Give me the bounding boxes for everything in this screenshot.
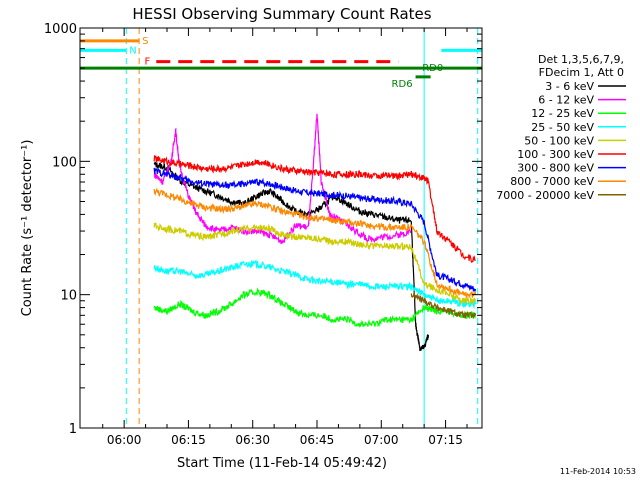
flag-label-1: N — [129, 45, 136, 56]
legend-label-3: 25 - 50 keV — [531, 121, 594, 134]
y-tick-label-1: 10 — [60, 289, 77, 304]
series-line-6 — [153, 167, 477, 294]
y-tick-label-2: 100 — [52, 155, 77, 170]
flag-label-3: RD0 — [422, 63, 443, 74]
y-tick-label-3: 1000 — [44, 22, 77, 37]
series-line-5 — [153, 155, 476, 264]
x-tick-label-2: 06:30 — [235, 433, 270, 447]
series-line-0 — [153, 161, 429, 352]
plot-frame — [79, 27, 483, 429]
plot-marks: SNF RD0 RD6 — [79, 28, 482, 428]
series-line-1 — [153, 113, 412, 245]
chart-title: HESSI Observing Summary Count Rates — [132, 5, 431, 23]
legend-header-line-1: Det 1,3,5,6,7,9, — [538, 53, 624, 66]
legend-label-5: 100 - 300 keV — [517, 148, 594, 161]
y-tick-label-0: 1 — [69, 422, 77, 437]
legend-label-1: 6 - 12 keV — [538, 94, 594, 107]
series-line-8 — [410, 290, 477, 319]
x-tick-label-3: 06:45 — [300, 433, 335, 447]
legend-header-line-2: FDecim 1, Att 0 — [539, 66, 624, 79]
legend: Det 1,3,5,6,7,9, FDecim 1, Att 0 3 - 6 k… — [496, 53, 626, 202]
x-tick-label-5: 07:15 — [428, 433, 463, 447]
x-axis-label: Start Time (11-Feb-14 05:49:42) — [177, 456, 387, 471]
x-tick-label-0: 06:00 — [107, 433, 142, 447]
timestamp: 11-Feb-2014 10:53 — [560, 467, 636, 476]
series-line-3 — [153, 259, 477, 310]
x-tick-label-1: 06:15 — [171, 433, 206, 447]
axes: 06:00 06:15 06:30 06:45 07:00 07:15 1 10 100 1000 — [44, 22, 482, 447]
legend-label-7: 800 - 7000 keV — [510, 175, 594, 188]
flag-label-4: RD6 — [392, 79, 413, 90]
legend-label-6: 300 - 800 keV — [517, 162, 594, 175]
legend-label-0: 3 - 6 keV — [545, 80, 594, 93]
flag-label-0: S — [142, 36, 148, 47]
y-axis-label: Count Rate (s⁻¹ detector⁻¹) — [20, 140, 35, 317]
x-tick-label-4: 07:00 — [364, 433, 399, 447]
series-line-4 — [153, 222, 477, 305]
legend-label-8: 7000 - 20000 keV — [496, 189, 594, 202]
flag-label-2: F — [145, 57, 151, 68]
legend-label-4: 50 - 100 keV — [524, 134, 594, 147]
series-line-7 — [153, 187, 477, 299]
series-line-2 — [153, 287, 477, 328]
legend-label-2: 12 - 25 keV — [531, 107, 594, 120]
